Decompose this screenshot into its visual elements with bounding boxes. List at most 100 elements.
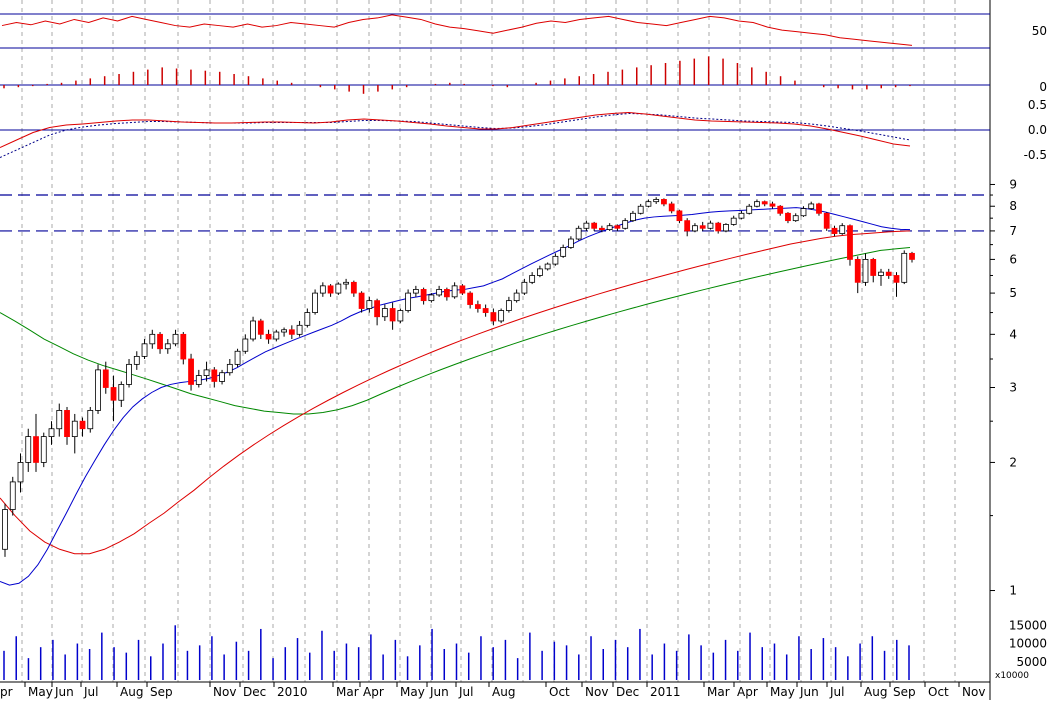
candle-body — [878, 271, 884, 276]
x-axis-label: Jul — [83, 685, 98, 699]
candle-body — [95, 369, 101, 411]
candle-body — [110, 387, 117, 401]
x-axis-label: pr — [0, 685, 13, 699]
x-axis-label: Jul — [829, 685, 844, 699]
price-tick-label: 5 — [1009, 286, 1017, 300]
candle — [172, 329, 179, 347]
candle-body — [754, 201, 760, 207]
candle-body — [761, 201, 768, 205]
candle-body — [474, 304, 481, 309]
candle-body — [428, 294, 435, 302]
candle — [327, 284, 334, 297]
candle-body — [583, 222, 590, 229]
candle-body — [568, 238, 574, 248]
candle-body — [738, 212, 745, 219]
candle — [684, 218, 691, 237]
candle-body — [420, 289, 427, 302]
candle — [234, 348, 241, 368]
candle — [513, 289, 520, 303]
candle — [474, 300, 481, 313]
candle — [459, 284, 466, 295]
candle-body — [133, 355, 140, 365]
candle-body — [575, 227, 582, 240]
candle-body — [816, 203, 822, 214]
x-axis-label: Nov — [585, 685, 608, 699]
candle — [219, 369, 225, 385]
candle — [405, 289, 412, 313]
candle — [738, 210, 745, 220]
x-axis-label: Sep — [150, 685, 173, 699]
candle — [79, 417, 86, 437]
x-axis-label: Apr — [737, 685, 758, 699]
candle-body — [451, 285, 458, 298]
candle — [102, 361, 109, 394]
candle — [482, 304, 489, 317]
candle — [203, 361, 210, 382]
candle — [769, 201, 776, 209]
candle-body — [715, 222, 722, 232]
price-tick-label: 6 — [1009, 252, 1017, 266]
price-tick-label: 2 — [1009, 455, 1017, 469]
candle-body — [560, 247, 567, 257]
candle — [831, 225, 838, 237]
candle-body — [265, 333, 272, 340]
candle — [350, 280, 357, 297]
candle — [707, 220, 714, 230]
candle-body — [304, 312, 311, 326]
candle — [754, 199, 760, 208]
x-axis-label: Jun — [54, 685, 74, 699]
candle-body — [412, 289, 419, 294]
x-axis-label: Jun — [799, 685, 819, 699]
macd-signal-line — [0, 112, 911, 158]
candle — [420, 287, 427, 305]
candle-body — [769, 203, 776, 207]
candle — [800, 206, 807, 217]
x-axis-label: Oct — [549, 685, 570, 699]
candle-body — [9, 481, 16, 510]
candle — [358, 291, 365, 313]
candle — [854, 256, 861, 294]
candle-body — [257, 320, 264, 335]
candle-body — [808, 203, 815, 209]
candle-body — [56, 410, 63, 430]
candle-body — [482, 308, 489, 313]
candle — [312, 289, 318, 315]
candle — [536, 265, 543, 278]
candle — [56, 403, 63, 437]
macd-tick: 0.0 — [1028, 123, 1047, 137]
candle — [901, 250, 908, 285]
candle-body — [79, 420, 86, 430]
x-axis-label: Nov — [962, 685, 985, 699]
candle-body — [71, 420, 78, 438]
histogram-bars — [3, 56, 911, 94]
macd-line — [0, 111, 911, 148]
candle-body — [536, 268, 543, 276]
candle — [692, 223, 698, 233]
candle-body — [226, 363, 233, 374]
candle — [48, 421, 55, 445]
candle-body — [490, 312, 497, 322]
candle — [319, 282, 326, 297]
x-axis-label: 2010 — [277, 685, 308, 699]
candle-body — [723, 224, 729, 232]
candle — [195, 369, 202, 388]
candle — [281, 327, 287, 337]
x-axis-label: Mar — [336, 685, 359, 699]
candle-body — [40, 436, 47, 463]
price-tick-label: 1 — [1009, 584, 1017, 598]
candle-body — [862, 259, 869, 283]
price-tick-label: 8 — [1009, 199, 1017, 213]
candle-body — [319, 285, 326, 294]
candle-body — [87, 410, 94, 430]
candle-body — [164, 343, 171, 350]
x-axis-label: Dec — [243, 685, 266, 699]
x-axis-label: Jun — [429, 685, 449, 699]
price-tick-label: 9 — [1009, 177, 1017, 191]
x-axis-label: Oct — [928, 685, 949, 699]
volume-tick-label: 5000 — [1016, 655, 1047, 669]
candle — [288, 325, 295, 340]
candle — [870, 257, 877, 283]
volume-tick-label: 15000 — [1009, 618, 1047, 632]
candle — [893, 272, 900, 297]
candle — [366, 296, 373, 313]
